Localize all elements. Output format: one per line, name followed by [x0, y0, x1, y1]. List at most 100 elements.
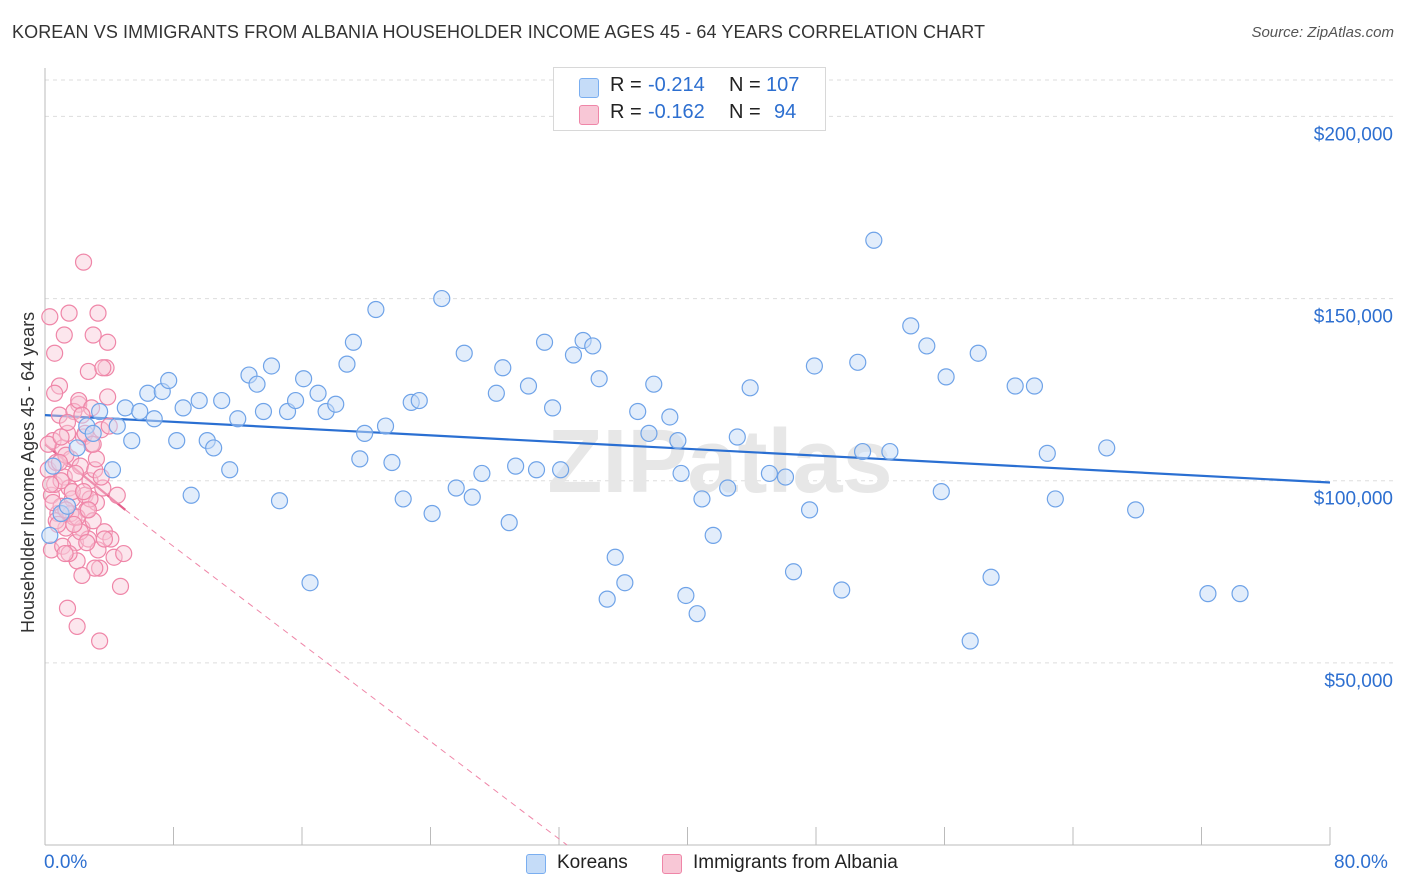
- point-korean: [853, 442, 872, 461]
- point-korean: [383, 453, 401, 472]
- point-korean: [564, 346, 583, 364]
- point-korean: [661, 408, 679, 426]
- point-albania: [60, 544, 78, 563]
- legend-n-label: N =: [729, 74, 761, 96]
- point-korean: [833, 581, 851, 599]
- point-korean: [849, 353, 867, 371]
- point-korean: [584, 337, 602, 355]
- point-korean: [254, 402, 273, 421]
- point-korean: [116, 399, 134, 417]
- legend-r-value: -0.214: [648, 74, 705, 96]
- point-korean: [423, 504, 441, 523]
- point-korean: [84, 424, 102, 442]
- point-korean: [1098, 439, 1116, 457]
- point-korean: [776, 468, 795, 486]
- chart-title: KOREAN VS IMMIGRANTS FROM ALBANIA HOUSEH…: [12, 22, 986, 42]
- point-korean: [1006, 377, 1024, 395]
- point-albania: [87, 450, 106, 468]
- point-korean: [543, 399, 562, 417]
- point-albania: [58, 413, 77, 432]
- point-korean: [519, 377, 538, 395]
- point-albania: [52, 472, 70, 490]
- point-albania: [56, 544, 74, 563]
- point-albania: [46, 384, 64, 402]
- point-albania: [52, 428, 70, 446]
- point-korean: [160, 371, 178, 390]
- point-korean: [932, 483, 950, 501]
- legend-swatch-koreans: [526, 854, 546, 874]
- point-korean: [58, 497, 77, 515]
- point-korean: [590, 370, 608, 388]
- point-korean: [507, 457, 525, 475]
- point-korean: [301, 574, 319, 592]
- point-korean: [394, 490, 412, 508]
- point-albania: [86, 559, 104, 577]
- point-albania: [41, 308, 59, 326]
- trend-line-albania-extension: [125, 509, 568, 846]
- point-korean: [351, 450, 369, 468]
- trend-line-koreans: [44, 414, 1331, 484]
- point-korean: [865, 231, 883, 249]
- point-albania: [81, 472, 99, 490]
- point-albania: [115, 544, 133, 563]
- point-albania: [91, 559, 109, 577]
- point-albania: [105, 548, 123, 566]
- point-korean: [982, 568, 1000, 586]
- point-korean: [91, 402, 109, 421]
- legend-swatch-koreans: [579, 78, 599, 98]
- point-korean: [688, 605, 706, 623]
- point-korean: [741, 379, 759, 397]
- point-korean: [174, 399, 192, 417]
- point-korean: [1038, 444, 1056, 462]
- point-korean: [527, 461, 546, 479]
- point-korean: [937, 368, 955, 386]
- y-tick-label: $100,000: [1314, 489, 1393, 510]
- point-korean: [1127, 501, 1145, 519]
- point-korean: [190, 391, 208, 410]
- point-korean: [131, 402, 149, 421]
- point-albania: [84, 326, 102, 344]
- point-korean: [270, 492, 289, 510]
- point-albania: [46, 344, 64, 362]
- point-albania: [65, 515, 83, 534]
- point-korean: [552, 461, 570, 479]
- point-korean: [918, 337, 936, 355]
- point-korean: [44, 457, 62, 475]
- point-korean: [123, 432, 141, 450]
- point-albania: [99, 333, 117, 351]
- point-korean: [669, 432, 687, 450]
- legend-n-value: 94: [774, 101, 797, 123]
- point-korean: [1046, 490, 1064, 508]
- y-tick-label: $150,000: [1314, 307, 1393, 328]
- legend-label-koreans: Koreans: [557, 852, 628, 873]
- point-korean: [213, 391, 231, 410]
- point-korean: [356, 424, 374, 442]
- point-albania: [65, 402, 83, 421]
- point-korean: [182, 486, 200, 504]
- point-korean: [376, 417, 395, 435]
- point-albania: [91, 632, 109, 650]
- point-albania: [74, 483, 93, 501]
- point-korean: [693, 490, 711, 508]
- y-axis-label-wrap: Householder Income Ages 45 - 64 years: [18, 312, 38, 633]
- point-korean: [1199, 585, 1217, 603]
- point-korean: [598, 590, 616, 608]
- x-tick-label-min: 0.0%: [44, 852, 88, 873]
- point-korean: [108, 417, 126, 435]
- point-korean: [41, 526, 59, 544]
- point-korean: [881, 442, 899, 461]
- point-korean: [677, 586, 695, 605]
- point-korean: [168, 432, 186, 450]
- point-korean: [367, 300, 385, 319]
- point-korean: [338, 355, 356, 373]
- point-korean: [645, 375, 663, 393]
- point-korean: [629, 402, 647, 421]
- point-albania: [55, 326, 73, 344]
- point-korean: [500, 514, 518, 532]
- point-korean: [145, 410, 163, 428]
- point-albania: [79, 362, 97, 381]
- point-korean: [262, 357, 281, 375]
- legend-row-albania: R = -0.162 N = 94: [554, 101, 825, 127]
- point-korean: [327, 395, 345, 413]
- point-korean: [805, 357, 823, 375]
